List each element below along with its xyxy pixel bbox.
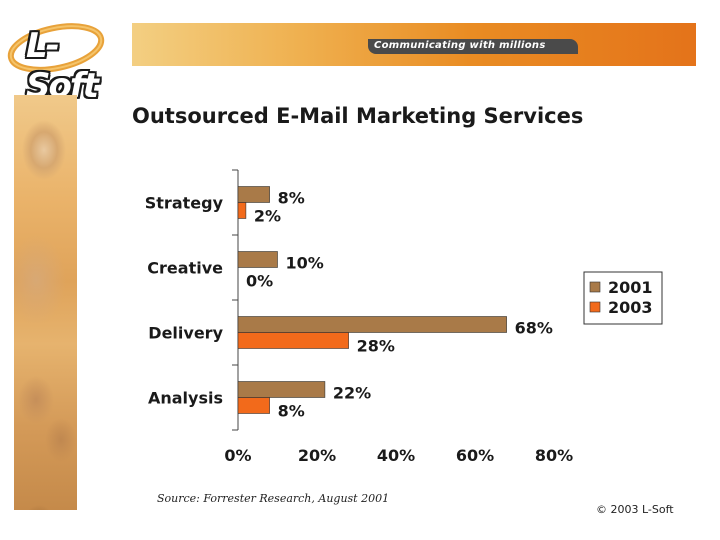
x-tick-label: 40%: [377, 446, 415, 465]
data-label: 22%: [333, 384, 371, 403]
category-label: Strategy: [145, 194, 224, 213]
data-label: 10%: [286, 254, 324, 273]
category-label: Creative: [147, 259, 223, 278]
legend-swatch-2001: [589, 281, 601, 293]
legend-box: [583, 271, 663, 325]
chart-axes: [232, 169, 239, 431]
data-label: 8%: [278, 402, 305, 421]
chart-labels: 0% 20% 40% 60% 80%Strategy 8%2%Creative 10%0%D…: [145, 189, 573, 466]
header-banner: Communicating with millions: [132, 23, 696, 66]
source-note: Source: Forrester Research, August 2001: [157, 492, 390, 505]
bar-2003: [237, 202, 247, 219]
x-tick-label: 60%: [456, 446, 494, 465]
data-label: 28%: [357, 337, 395, 356]
legend-label: 2003: [608, 298, 653, 317]
bar-2003: [237, 397, 270, 414]
copyright: © 2003 L-Soft: [596, 503, 674, 516]
data-label: 0%: [246, 272, 273, 291]
decorative-photo: [14, 95, 77, 510]
bar-2001: [237, 186, 270, 203]
legend-label: 2001: [608, 278, 653, 297]
bar-2001: [237, 381, 326, 398]
chart-bars: [237, 186, 507, 414]
slide-title: Outsourced E-Mail Marketing Services: [132, 104, 584, 128]
tagline: Communicating with millions: [374, 40, 546, 51]
banner-strip: [368, 39, 578, 54]
category-label: Analysis: [148, 389, 223, 408]
x-tick-label: 80%: [535, 446, 573, 465]
data-label: 68%: [515, 319, 553, 338]
bar-2003: [237, 332, 349, 349]
x-tick-label: 20%: [298, 446, 336, 465]
data-label: 2%: [254, 207, 281, 226]
bar-2001: [237, 251, 278, 268]
legend-swatch-2003: [589, 301, 601, 313]
bar-2001: [237, 316, 507, 333]
logo-swoosh-icon: [7, 23, 105, 73]
x-tick-label: 0%: [224, 446, 251, 465]
category-label: Delivery: [148, 324, 223, 343]
data-label: 8%: [278, 189, 305, 208]
